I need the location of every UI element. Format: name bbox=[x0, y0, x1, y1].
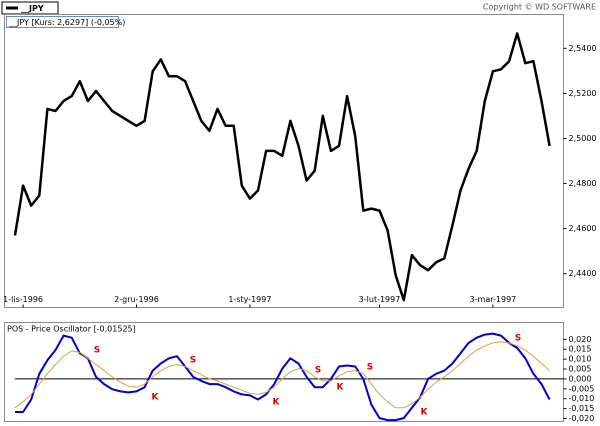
price-panel bbox=[4, 14, 564, 308]
line-series bbox=[14, 341, 550, 409]
y-tick-label: 2,5200 bbox=[569, 89, 597, 98]
y-tick-label: -0,020 bbox=[569, 414, 595, 423]
annotation: S bbox=[315, 366, 321, 376]
x-tick-label: 1-lis-1996 bbox=[3, 295, 43, 304]
y-tick-label: 0,020 bbox=[569, 335, 592, 344]
line-series bbox=[15, 332, 551, 422]
legend-label: __JPY bbox=[21, 4, 44, 13]
y-tick-label: -0,010 bbox=[569, 394, 595, 403]
line-series bbox=[13, 32, 551, 302]
y-tick-label: 2,4400 bbox=[569, 269, 597, 278]
x-tick-label: 3-lut-1997 bbox=[359, 295, 401, 304]
annotation: S bbox=[94, 346, 100, 356]
y-tick-label: 0,015 bbox=[569, 345, 592, 354]
oscillator-panel bbox=[4, 322, 564, 422]
annotation: S bbox=[190, 356, 196, 366]
panel-title: __JPY [Kurs: 2,6297] (-0,05%) bbox=[8, 18, 125, 27]
y-tick-label: 2,5000 bbox=[569, 134, 597, 143]
y-tick-label: -0,015 bbox=[569, 404, 595, 413]
copyright: Copyright © WD SOFTWARE bbox=[483, 3, 596, 12]
annotation: K bbox=[337, 383, 345, 393]
annotation: S bbox=[515, 334, 521, 344]
x-tick-label: 1-sty-1997 bbox=[228, 295, 271, 304]
annotation: K bbox=[421, 408, 429, 418]
y-tick-label: 2,5400 bbox=[569, 44, 597, 53]
annotation: K bbox=[273, 398, 281, 408]
annotation: K bbox=[152, 393, 160, 403]
x-tick-label: 3-mar-1997 bbox=[470, 295, 517, 304]
title-box bbox=[6, 16, 119, 28]
panel-title: POS - Price Oscillator [-0,01525] bbox=[7, 325, 136, 334]
x-tick-label: 2-gru-1996 bbox=[114, 295, 159, 304]
y-tick-label: 0,005 bbox=[569, 365, 592, 374]
y-tick-label: -0,005 bbox=[569, 384, 595, 393]
y-tick-label: 2,4600 bbox=[569, 224, 597, 233]
y-tick-label: 0,000 bbox=[569, 374, 592, 383]
y-tick-label: 2,4800 bbox=[569, 179, 597, 188]
y-tick-label: 0,010 bbox=[569, 355, 592, 364]
annotation: S bbox=[367, 363, 373, 373]
